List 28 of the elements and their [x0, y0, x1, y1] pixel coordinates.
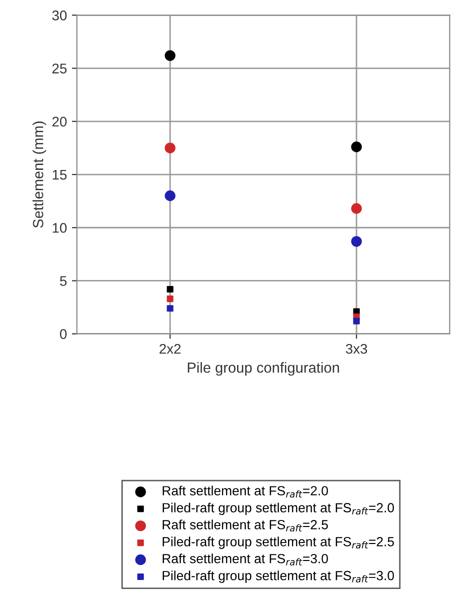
- y-tick-label: 15: [52, 170, 67, 180]
- y-tick-label: 10: [52, 222, 67, 233]
- point: [164, 50, 176, 61]
- point: [351, 236, 362, 247]
- legend-label: Raft settlement at FS$_{raft}$=3.0: [162, 554, 328, 566]
- legend-label: Piled-raft group settlement at FS$_{raft}$=3.0: [162, 570, 394, 583]
- y-tick-label: 30: [52, 10, 67, 20]
- point: [351, 203, 362, 214]
- point: [353, 308, 360, 315]
- legend-label: Raft settlement at FS$_{raft}$=2.5: [162, 520, 328, 532]
- point: [351, 142, 362, 152]
- y-tick-label: 20: [52, 116, 67, 127]
- x-tick-label: 2x2: [160, 344, 181, 354]
- legend-label: Raft settlement at FS$_{raft}$=2.0: [162, 486, 328, 498]
- legend-label: Piled-raft group settlement at FS$_{raft}$=2.5: [162, 536, 394, 549]
- point: [166, 296, 174, 302]
- y-tick-label: 0: [60, 329, 67, 340]
- point: [164, 190, 176, 202]
- point: [166, 286, 174, 293]
- legend-label: Piled-raft group settlement at FS$_{raft}$=2.0: [162, 502, 394, 516]
- x-tick-label: 3x3: [346, 344, 368, 354]
- y-tick-label: 5: [60, 276, 67, 286]
- point: [353, 318, 360, 324]
- x-axis-title: Pile group configuration: [188, 362, 339, 376]
- point: [164, 142, 176, 154]
- y-tick-label: 25: [52, 64, 67, 74]
- y-axis-title: Settlement (mm): [32, 122, 46, 228]
- point: [166, 305, 174, 312]
